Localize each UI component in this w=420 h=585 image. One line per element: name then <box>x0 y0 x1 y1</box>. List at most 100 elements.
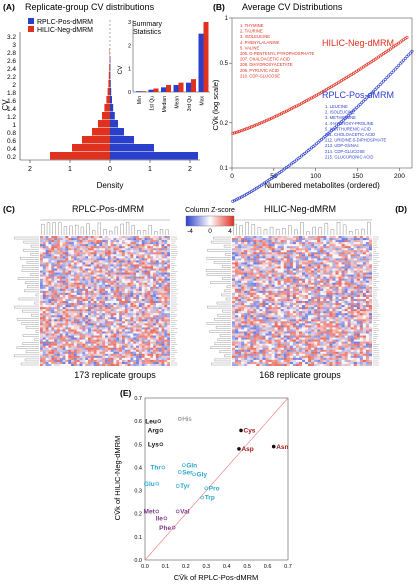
heatmap-cell <box>362 329 366 332</box>
heatmap-cell <box>96 339 100 342</box>
dendrogram-branch <box>225 297 231 301</box>
heatmap-cell <box>368 240 372 243</box>
heatmap-cell <box>133 294 137 297</box>
heatmap-cell <box>308 272 312 275</box>
heatmap-cell <box>253 284 257 287</box>
heatmap-cell <box>356 319 360 322</box>
heatmap-cell <box>88 323 91 326</box>
heatmap-cell <box>124 286 128 289</box>
heatmap-cell <box>265 325 269 328</box>
heatmap-cell <box>247 276 251 279</box>
heatmap-cell <box>150 301 154 304</box>
heatmap-cell <box>311 238 315 241</box>
heatmap-cell <box>241 270 245 273</box>
heatmap-cell <box>353 238 357 241</box>
heatmap-cell <box>102 323 105 326</box>
heatmap-cell <box>164 250 168 253</box>
heatmap-cell <box>250 286 254 289</box>
heatmap-cell <box>241 317 245 320</box>
heatmap-cell <box>350 268 354 271</box>
heatmap-cell <box>59 270 63 273</box>
heatmap-cell <box>150 248 154 251</box>
heatmap-cell <box>40 349 43 352</box>
heatmap-cell <box>76 341 80 344</box>
heatmap-cell <box>68 294 72 297</box>
heatmap-cell <box>40 307 43 310</box>
heatmap-cell <box>116 280 120 283</box>
heatmap-cell <box>235 315 239 318</box>
heatmap-cell <box>51 262 55 265</box>
heatmap-cell <box>121 258 125 261</box>
heatmap-cell <box>144 294 148 297</box>
heatmap-cell <box>105 280 108 283</box>
heatmap-cell <box>59 288 63 291</box>
heatmap-cell <box>119 254 122 257</box>
heatmap-cell <box>138 250 142 253</box>
heatmap-cell <box>96 236 100 239</box>
heatmap-cell <box>167 292 170 295</box>
dendrogram-branch <box>251 224 256 235</box>
heatmap-cell <box>308 252 312 255</box>
heatmap-cell <box>338 303 342 306</box>
heatmap-cell <box>277 262 281 265</box>
heatmap-cell <box>68 292 72 295</box>
heatmap-cell <box>305 323 309 326</box>
heatmap-cell <box>51 357 55 360</box>
heatmap-cell <box>65 337 69 340</box>
heatmap-cell <box>88 244 91 247</box>
heatmap-cell <box>164 351 168 354</box>
heatmap-cell <box>350 252 354 255</box>
heatmap-cell <box>295 246 299 249</box>
heatmap-cell <box>62 256 66 259</box>
heatmap-cell <box>147 349 151 352</box>
heatmap-cell <box>320 321 324 324</box>
heatmap-cell <box>79 337 83 340</box>
heatmap-cell <box>356 278 360 281</box>
heatmap-cell <box>90 278 94 281</box>
heatmap-cell <box>119 278 122 281</box>
heatmap-cell <box>158 353 162 356</box>
heatmap-cell <box>93 246 97 249</box>
heatmap-cell <box>141 292 145 295</box>
heatmap-cell <box>298 276 302 279</box>
heatmap-cell <box>88 272 91 275</box>
heatmap-cell <box>56 240 60 243</box>
heatmap-cell <box>42 347 46 350</box>
heatmap-cell <box>54 305 57 308</box>
heatmap-cell <box>51 292 55 295</box>
heatmap-cell <box>244 270 248 273</box>
heatmap-cell <box>277 264 281 267</box>
heatmap-cell <box>164 240 168 243</box>
heatmap-cell <box>76 301 80 304</box>
heatmap-cell <box>40 284 43 287</box>
heatmap-cell <box>71 266 74 269</box>
heatmap-cell <box>362 286 366 289</box>
heatmap-cell <box>88 347 91 350</box>
heatmap-cell <box>79 296 83 299</box>
heatmap-cell <box>102 240 105 243</box>
hist-bar-rplc <box>110 104 114 112</box>
heatmap-cell <box>320 296 324 299</box>
heatmap-cell <box>335 325 339 328</box>
heatmap-cell <box>158 359 162 362</box>
heatmap-cell <box>365 323 369 326</box>
hist-bar-hilic <box>102 112 110 120</box>
heatmap-cell <box>96 298 100 301</box>
heatmap-cell <box>274 315 278 318</box>
heatmap-cell <box>71 301 74 304</box>
heatmap-cell <box>121 343 125 346</box>
heatmap-cell <box>268 252 272 255</box>
heatmap-cell <box>274 266 278 269</box>
heatmap-cell <box>65 339 69 342</box>
heatmap-cell <box>105 307 108 310</box>
heatmap-cell <box>317 236 321 239</box>
heatmap-cell <box>107 323 111 326</box>
x-tick-label: 0 <box>108 166 112 173</box>
heatmap-cell <box>73 353 77 356</box>
heatmap-cell <box>59 286 63 289</box>
hilic-list-item: 1. THYMINE <box>240 23 264 28</box>
heatmap-cell <box>124 236 128 239</box>
heatmap-cell <box>54 331 57 334</box>
heatmap-cell <box>82 238 86 241</box>
heatmap-cell <box>253 327 257 330</box>
